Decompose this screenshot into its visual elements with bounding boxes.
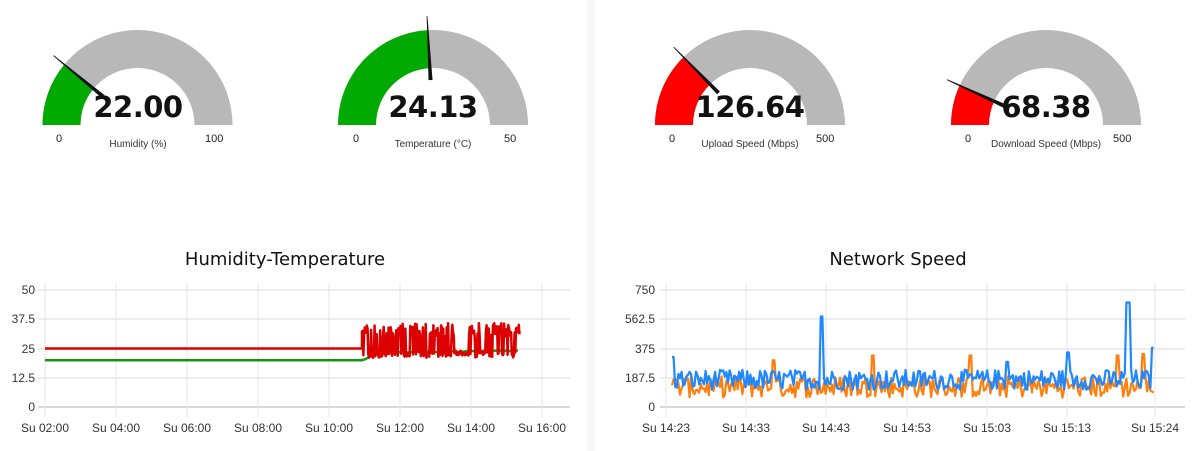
x-tick-label: Su 06:00: [162, 421, 212, 435]
gauge-max: 500: [816, 133, 835, 145]
gauge-min: 0: [965, 133, 972, 145]
temperature-gauge: 24.13 0 50 Temperature (°C): [303, 0, 563, 160]
panel-separator: [587, 0, 595, 451]
y-tick-label: 50: [21, 283, 35, 297]
x-tick-label: Su 14:00: [446, 421, 496, 435]
y-tick-label: 562.5: [624, 312, 655, 326]
x-tick-label: Su 10:00: [304, 421, 354, 435]
gauge-max: 100: [205, 133, 224, 145]
gauge-min: 0: [353, 133, 360, 145]
gauge-value: 24.13: [388, 90, 478, 124]
gauge-min: 0: [56, 133, 63, 145]
gauge-arc: [946, 30, 1141, 125]
humidity-temperature-chart: Humidity-Temperature 50 37.5 25 12.5 0 S…: [0, 0, 590, 451]
gauge-max: 500: [1113, 133, 1132, 145]
y-tick-label: 37.5: [11, 312, 35, 326]
y-tick-label: 375: [634, 342, 655, 356]
y-tick-label: 12.5: [11, 371, 35, 385]
upload-speed-gauge: 126.64 0 500 Upload Speed (Mbps): [620, 0, 880, 160]
gauge-label: Humidity (%): [109, 139, 167, 150]
chart-plot: [38, 283, 570, 417]
y-tick-label: 25: [21, 342, 35, 356]
gauge-label: Temperature (°C): [394, 139, 472, 150]
humidity-gauge: 22.00 0 100 Humidity (%): [8, 0, 268, 160]
gauge-arc: [338, 16, 528, 126]
gauge-value: 68.38: [1001, 90, 1091, 124]
x-tick-label: Su 14:33: [721, 421, 771, 435]
x-tick-label: Su 15:24: [1130, 421, 1180, 435]
chart-title: Network Speed: [829, 249, 967, 270]
gauge-max: 50: [504, 133, 517, 145]
y-tick-label: 750: [634, 283, 655, 297]
x-tick-label: Su 14:53: [882, 421, 932, 435]
y-tick-label: 0: [28, 400, 35, 414]
gauge-value: 22.00: [93, 90, 183, 124]
gauge-arc: [42, 30, 233, 126]
x-tick-label: Su 16:00: [517, 421, 567, 435]
gauge-value: 126.64: [695, 90, 805, 124]
download-speed-gauge: 68.38 0 500 Download Speed (Mbps): [916, 0, 1176, 160]
gauge-label: Upload Speed (Mbps): [701, 139, 799, 150]
x-tick-label: Su 15:13: [1042, 421, 1092, 435]
gauge-label: Download Speed (Mbps): [990, 139, 1102, 150]
x-tick-label: Su 14:43: [801, 421, 851, 435]
gauge-arc: [655, 30, 845, 126]
gauge-min: 0: [669, 133, 676, 145]
x-tick-label: Su 15:03: [962, 421, 1012, 435]
y-tick-label: 187.5: [624, 371, 655, 385]
x-tick-label: Su 12:00: [375, 421, 425, 435]
y-tick-label: 0: [648, 400, 655, 414]
x-tick-label: Su 08:00: [233, 421, 283, 435]
x-tick-label: Su 02:00: [20, 421, 70, 435]
chart-title: Humidity-Temperature: [184, 249, 386, 270]
x-tick-label: Su 14:23: [641, 421, 691, 435]
x-tick-label: Su 04:00: [91, 421, 141, 435]
